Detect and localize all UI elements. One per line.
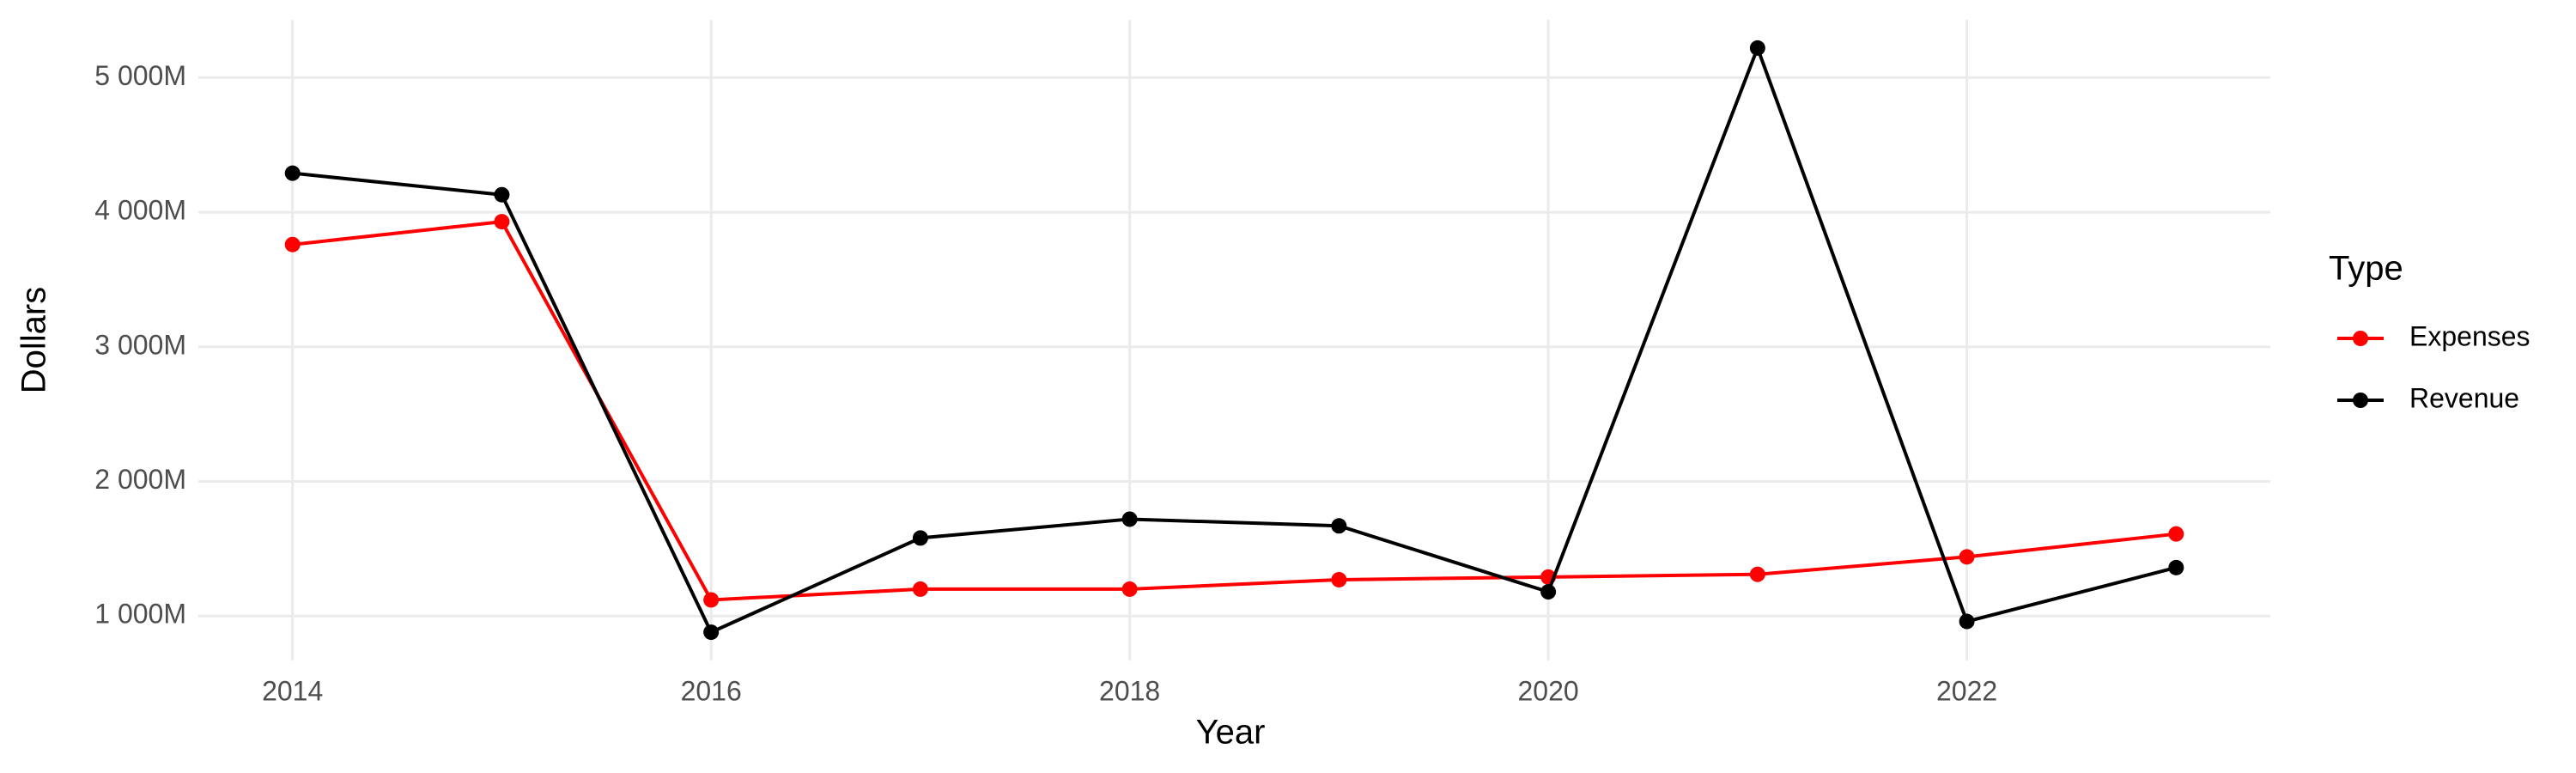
- x-tick-label: 2018: [1099, 675, 1160, 706]
- x-tick-label: 2014: [262, 675, 323, 706]
- point: [284, 165, 301, 181]
- point: [1749, 566, 1765, 582]
- point: [2168, 526, 2184, 542]
- x-tick-label: 2022: [1936, 675, 1997, 706]
- point: [1540, 584, 1557, 600]
- point: [1121, 511, 1138, 527]
- point: [912, 530, 928, 546]
- y-tick-label: 4 000M: [94, 195, 186, 226]
- point: [912, 581, 928, 597]
- x-tick-label: 2020: [1518, 675, 1579, 706]
- point: [703, 624, 720, 641]
- point: [2168, 559, 2184, 575]
- point: [1959, 549, 1975, 565]
- y-tick-label: 1 000M: [94, 599, 186, 630]
- point: [494, 214, 510, 230]
- point: [703, 592, 720, 608]
- legend-label: Revenue: [2409, 382, 2519, 413]
- point: [284, 236, 301, 253]
- legend-title: Type: [2329, 250, 2403, 288]
- y-tick-label: 5 000M: [94, 60, 186, 91]
- x-tick-label: 2016: [681, 675, 742, 706]
- point: [1121, 581, 1138, 597]
- legend-label: Expenses: [2409, 320, 2530, 351]
- y-tick-label: 2 000M: [94, 464, 186, 495]
- y-tick-label: 3 000M: [94, 329, 186, 360]
- y-axis-title: Dollars: [15, 287, 53, 393]
- point: [1959, 613, 1975, 630]
- series-line: [292, 219, 2177, 602]
- x-axis-title: Year: [1196, 714, 1266, 752]
- point: [1331, 571, 1347, 587]
- point: [1749, 40, 1765, 56]
- grid: [198, 20, 2270, 660]
- point: [1331, 518, 1347, 534]
- legend-swatch-point: [2353, 393, 2368, 408]
- series-line: [292, 43, 2177, 635]
- legend-swatch-point: [2353, 331, 2368, 346]
- point: [494, 186, 510, 203]
